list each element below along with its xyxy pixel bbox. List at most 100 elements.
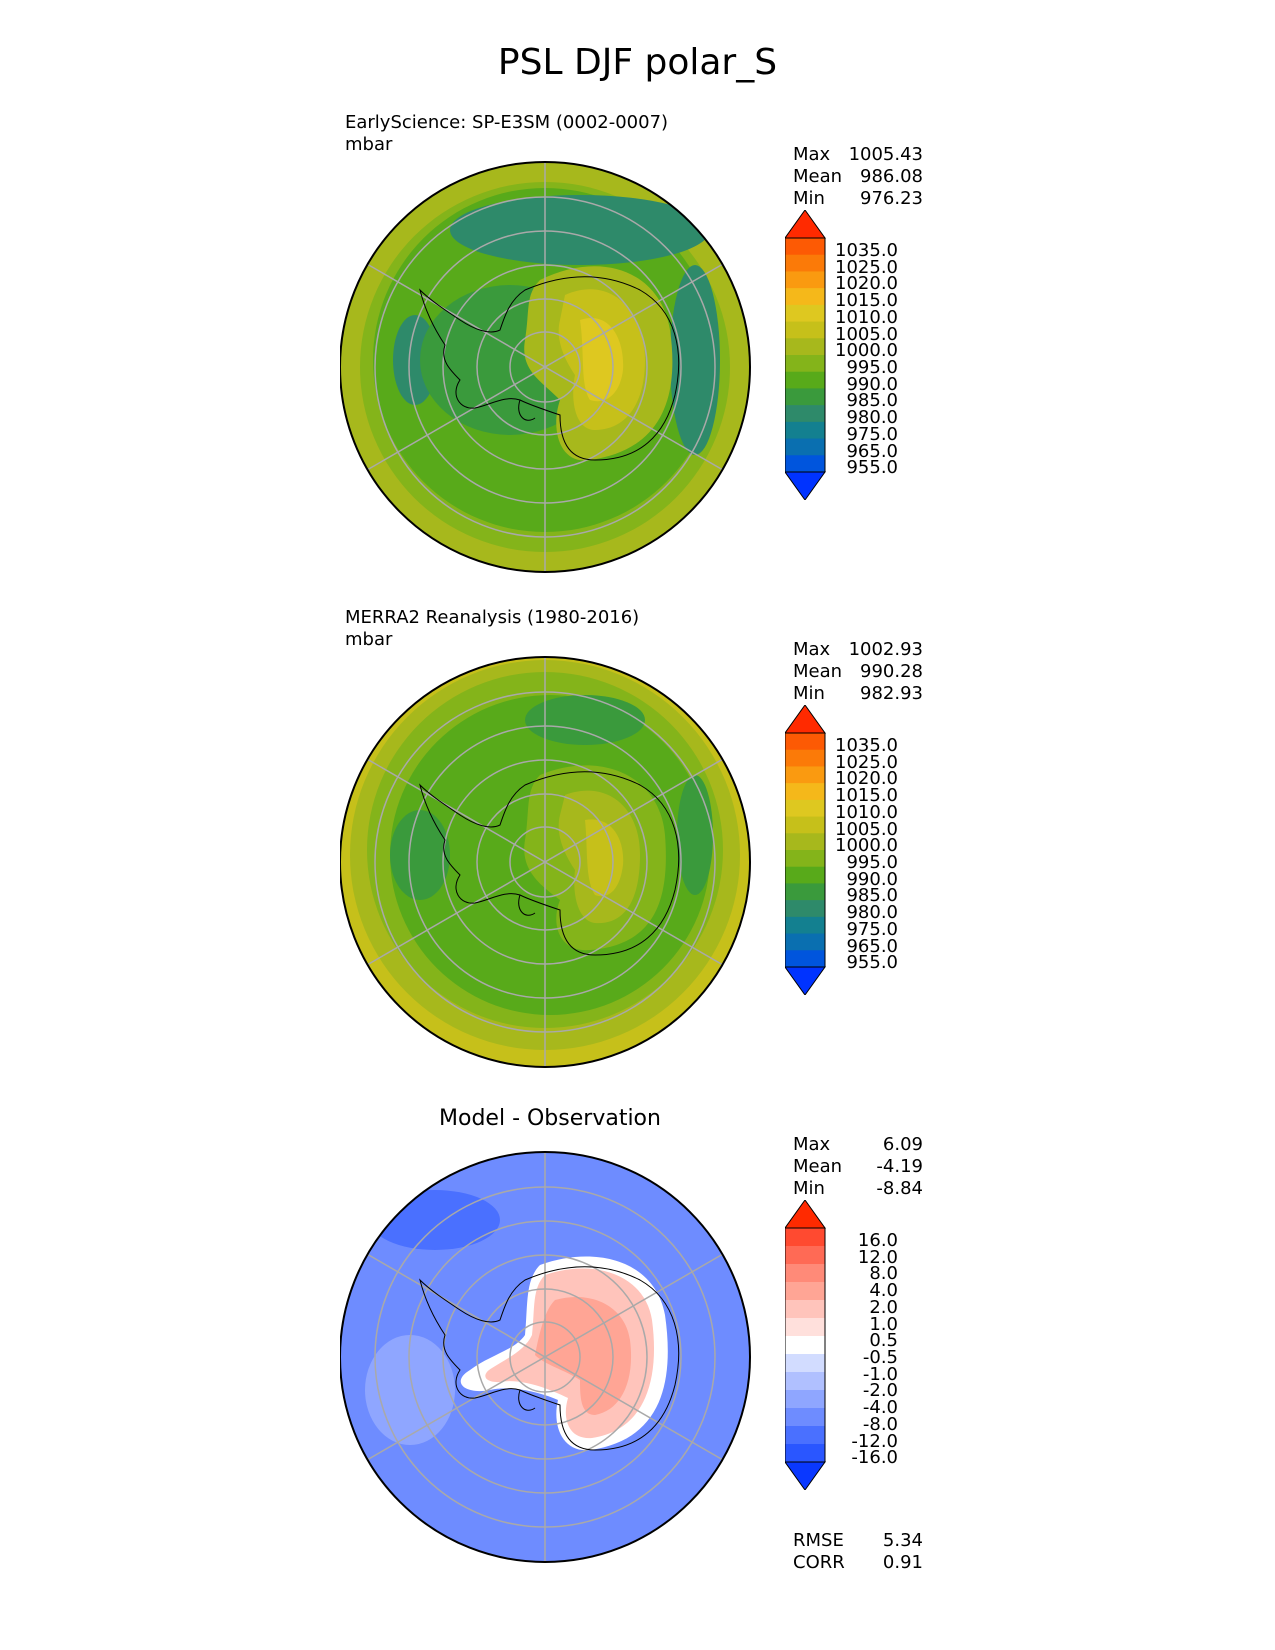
colorbar-band [785,866,825,884]
polar-map-model [340,161,751,573]
colorbar-tick-label: 990.0 [846,373,898,395]
colorbar-tick-label: 1010.0 [835,801,898,823]
colorbar-tick-label: 985.0 [846,885,898,907]
stat-min-label: Min [793,188,825,209]
antarctica-coastline-icon [419,1266,680,1451]
colorbar-tick-label: -4.0 [862,1397,898,1419]
stat-min-value: -8.84 [876,1178,923,1199]
colorbar-band [785,1426,825,1445]
colorbar-tick-label: -16.0 [851,1447,898,1469]
colorbar-band [785,321,825,339]
colorbar-tick-label: 990.0 [846,868,898,890]
colorbar-tick-label: 8.0 [869,1263,898,1285]
colorbar-band [785,1336,825,1355]
colorbar-band [785,371,825,389]
stat-max-value: 1005.43 [848,144,923,165]
colorbar-tick-label: 1035.0 [835,735,898,756]
colorbar-tick-label: -0.5 [862,1347,898,1368]
colorbar-band [785,933,825,951]
colorbar-band [785,388,825,406]
stat-min-value: 982.93 [860,683,923,704]
colorbar-tick-label: 1035.0 [835,240,898,261]
colorbar-band [785,254,825,272]
colorbar-tick-label: 1015.0 [835,785,898,807]
colorbar-band [785,749,825,767]
colorbar-band [785,1444,825,1463]
colorbar-band [785,1300,825,1319]
polar-map-obs [340,656,751,1068]
colorbar-tick-label: 955.0 [846,457,898,479]
colorbar-tick-label: 985.0 [846,390,898,412]
colorbar-extend-min [785,1461,826,1490]
antarctica-coastline-icon [419,276,680,461]
panel-diff: Model - Observation Max 6.09 Mean -4.19 Mi… [0,1100,1275,1600]
colorbar-tick-label: -8.0 [862,1413,898,1435]
colorbar-band [785,916,825,935]
colorbar-tick-label: 1000.0 [835,835,898,857]
colorbar-tick-label: 16.0 [857,1230,898,1251]
panel-model-units: mbar [345,134,393,155]
panel-model-title: EarlyScience: SP-E3SM (0002-0007) [345,112,669,133]
colorbar-band [785,438,825,456]
panel-obs-title: MERRA2 Reanalysis (1980-2016) [345,607,640,628]
colorbar-extend-max [785,705,826,734]
colorbar-band [785,816,825,834]
colorbar-tick-label: 1000.0 [835,340,898,362]
colorbar-tick-label: -2.0 [862,1380,898,1402]
rmse-label: RMSE [793,1530,844,1551]
colorbar-tick-label: 995.0 [846,852,898,873]
grid-lines [366,1152,724,1562]
colorbar-extend-max [785,1200,826,1229]
stat-max-value: 1002.93 [848,639,923,660]
colorbar-band [785,421,825,440]
colorbar-tick-label: 12.0 [857,1246,898,1268]
colorbar-tick-label: 2.0 [869,1296,898,1318]
colorbar-extend-max [785,210,826,239]
corr-label: CORR [793,1552,845,1573]
figure-title: PSL DJF polar_S [497,42,778,83]
colorbar-tick-label: 1020.0 [835,273,898,295]
colorbar-tick-label: 965.0 [846,935,898,957]
colorbar-band [785,766,825,784]
colorbar-band [785,304,825,323]
stat-min-label: Min [793,1178,825,1199]
colorbar-band [785,799,825,818]
colorbar-tick-label: 1005.0 [835,818,898,840]
colorbar-tick-label: 1010.0 [835,306,898,328]
colorbar-obs [785,705,826,995]
colorbar-diff [785,1200,826,1490]
grid-lines [366,162,724,572]
colorbar-band [785,288,825,306]
colorbar-band [785,850,825,868]
colorbar-band [785,1228,825,1247]
colorbar-tick-label: 955.0 [846,952,898,974]
colorbar-band [785,355,825,373]
grid-lines [366,657,724,1067]
colorbar-tick-label: 0.5 [869,1330,898,1352]
colorbar-band [785,733,825,751]
stat-mean-value: 986.08 [860,166,923,187]
colorbar-band [785,1408,825,1427]
colorbar-band [785,783,825,801]
colorbar-tick-label: 1015.0 [835,290,898,312]
colorbar-band [785,883,825,901]
colorbar-tick-label: 1.0 [869,1313,898,1335]
colorbar-band [785,1372,825,1391]
stat-max-label: Max [793,1134,831,1155]
colorbar-band [785,1246,825,1265]
stat-max-label: Max [793,144,831,165]
stat-min-value: 976.23 [860,188,923,209]
colorbar-tick-label: 980.0 [846,902,898,924]
panel-diff-metrics: RMSE 5.34 CORR 0.91 [793,1530,923,1574]
stat-max-value: 6.09 [882,1134,923,1155]
colorbar-tick-label: 995.0 [846,357,898,378]
colorbar-band [785,338,825,356]
colorbar-band [785,900,825,918]
panel-obs-units: mbar [345,629,393,650]
colorbar-band [785,1264,825,1283]
colorbar-model [785,210,826,500]
colorbar-band [785,405,825,423]
stat-mean-value: 990.28 [860,661,923,682]
colorbar-tick-label: 1025.0 [835,256,898,278]
colorbar-band [785,271,825,289]
